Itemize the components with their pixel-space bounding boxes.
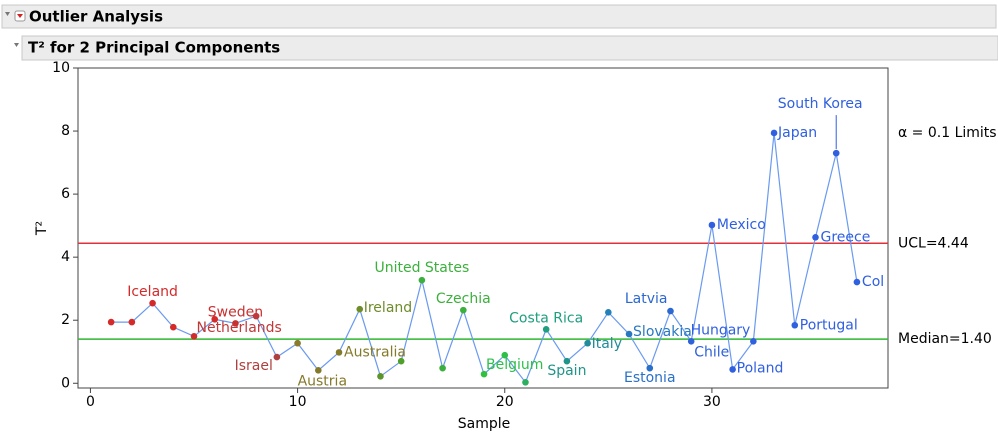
point-label: Hungary [691, 322, 751, 338]
data-point [542, 326, 550, 333]
y-axis-label: T² [34, 221, 50, 236]
data-point [315, 367, 322, 374]
point-label: Iceland [127, 284, 178, 300]
point-label: Poland [737, 360, 784, 376]
limits-title: α = 0.1 Limits [898, 125, 997, 141]
data-point [211, 315, 219, 323]
data-point [480, 370, 488, 378]
point-label: Mexico [717, 217, 766, 233]
point-label: Chile [694, 344, 729, 360]
y-tick-label: 8 [61, 123, 70, 139]
point-label: Czechia [436, 291, 491, 307]
point-label: Belgium [486, 357, 543, 373]
x-tick-label: 20 [496, 394, 514, 410]
point-label: Spain [547, 363, 586, 379]
point-label: Austria [298, 373, 347, 389]
point-label: Estonia [624, 370, 676, 386]
data-point [729, 366, 736, 373]
data-point [273, 353, 281, 361]
data-point [832, 149, 840, 157]
point-label: Greece [820, 229, 870, 245]
data-point [853, 278, 861, 286]
point-label: Netherlands [196, 320, 281, 336]
point-label: United States [374, 260, 469, 276]
point-label: Slovakia [633, 324, 692, 340]
data-point [335, 349, 343, 356]
data-point [750, 338, 757, 345]
disclosure-icon[interactable] [14, 43, 19, 47]
outline-title: Outlier Analysis [29, 8, 163, 26]
point-label: Israel [235, 358, 273, 374]
data-point [605, 309, 612, 316]
reference-label: UCL=4.44 [898, 235, 969, 251]
point-label: Portugal [800, 317, 858, 333]
data-point [563, 357, 571, 365]
data-point [232, 320, 239, 327]
point-label: Latvia [625, 291, 668, 307]
data-point [252, 312, 260, 320]
data-point [667, 307, 674, 315]
data-point [169, 323, 177, 331]
data-point [439, 364, 446, 372]
point-label: Sweden [208, 304, 263, 320]
y-tick-label: 6 [61, 186, 70, 202]
data-point [584, 339, 591, 347]
x-tick-label: 30 [703, 394, 721, 410]
data-point [625, 330, 633, 338]
data-point [791, 321, 799, 329]
x-tick-label: 0 [86, 394, 95, 410]
data-point [522, 379, 529, 386]
data-point [646, 364, 654, 372]
point-label: Ireland [364, 300, 412, 316]
y-tick-label: 4 [61, 249, 70, 265]
point-label: Italy [592, 336, 622, 352]
data-point [149, 299, 156, 307]
data-point [294, 339, 301, 347]
data-point [128, 318, 136, 326]
menu-arrow [17, 14, 23, 18]
point-label: Australia [344, 344, 406, 360]
data-point [812, 234, 819, 241]
point-label: Col [862, 274, 884, 290]
data-point [460, 306, 467, 314]
x-tick-label: 10 [289, 394, 307, 410]
x-axis-label: Sample [458, 416, 511, 432]
data-point [687, 338, 695, 345]
data-point [501, 351, 509, 359]
outline-bar[interactable] [21, 35, 998, 61]
outline-bar[interactable] [1, 4, 997, 29]
data-point [356, 305, 364, 313]
data-point [190, 332, 198, 340]
outline-title: T² for 2 Principal Components [28, 39, 280, 57]
data-point [377, 373, 384, 380]
y-tick-label: 2 [61, 312, 70, 328]
reference-label: Median=1.40 [898, 331, 992, 347]
data-point [397, 357, 405, 365]
data-point [418, 276, 426, 284]
y-tick-label: 0 [61, 375, 70, 391]
data-point [770, 129, 778, 137]
point-label: Costa Rica [509, 310, 583, 326]
data-point [708, 221, 716, 229]
disclosure-icon[interactable] [5, 12, 10, 16]
point-label: Japan [777, 125, 817, 141]
data-point [107, 318, 115, 326]
plot-frame [77, 67, 889, 389]
point-label: South Korea [778, 96, 863, 112]
y-tick-label: 10 [52, 60, 70, 76]
